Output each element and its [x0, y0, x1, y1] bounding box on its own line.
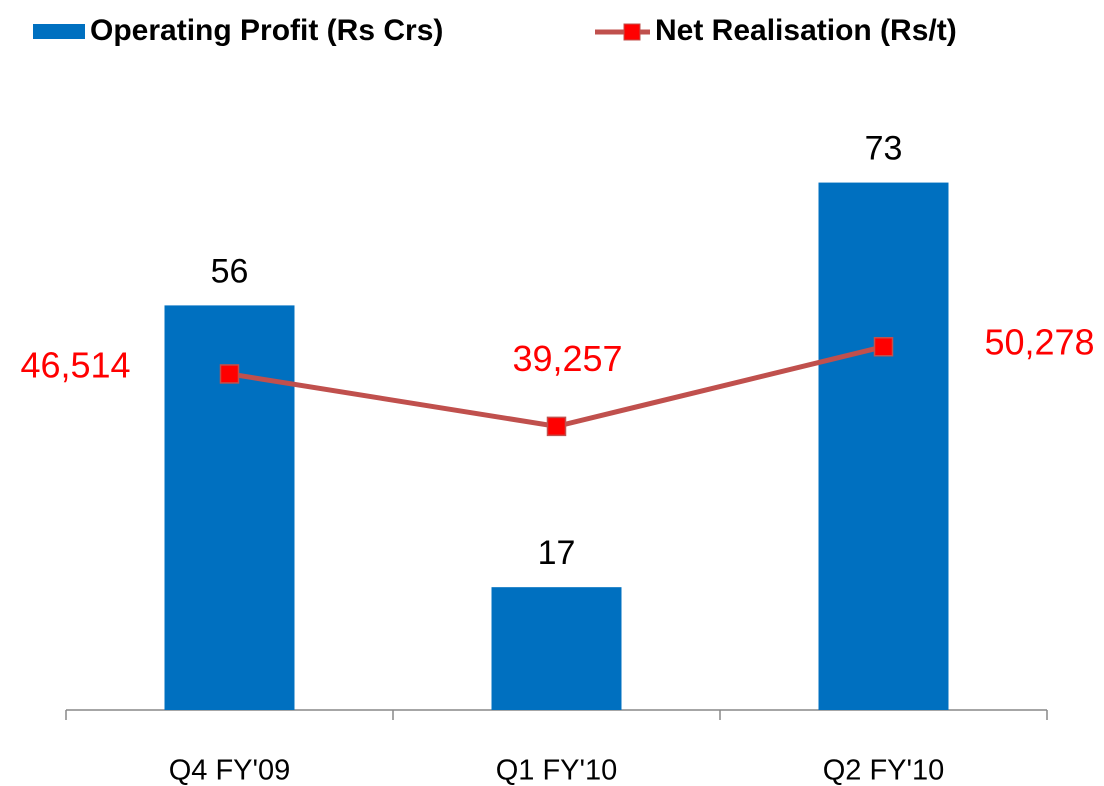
- legend-swatch: [33, 24, 85, 39]
- line-marker: [873, 336, 894, 357]
- legend-label: Operating Profit (Rs Crs): [90, 14, 443, 47]
- line-marker: [219, 364, 240, 384]
- line-value-label: 39,257: [512, 338, 622, 379]
- x-tick-label: Q4 FY'09: [169, 755, 291, 786]
- bar-value-label: 56: [211, 252, 249, 290]
- legend-marker: [623, 23, 641, 41]
- line-value-label: 46,514: [20, 344, 130, 385]
- line-value-label: 50,278: [984, 321, 1094, 362]
- bar: [818, 182, 949, 710]
- bar: [491, 587, 622, 710]
- x-tick-label: Q2 FY'10: [823, 755, 945, 786]
- line-marker: [546, 416, 567, 437]
- bar-value-label: 73: [865, 130, 903, 168]
- bar-value-label: 17: [538, 534, 576, 572]
- legend-label: Net Realisation (Rs/t): [655, 14, 957, 47]
- x-tick-label: Q1 FY'10: [496, 755, 618, 786]
